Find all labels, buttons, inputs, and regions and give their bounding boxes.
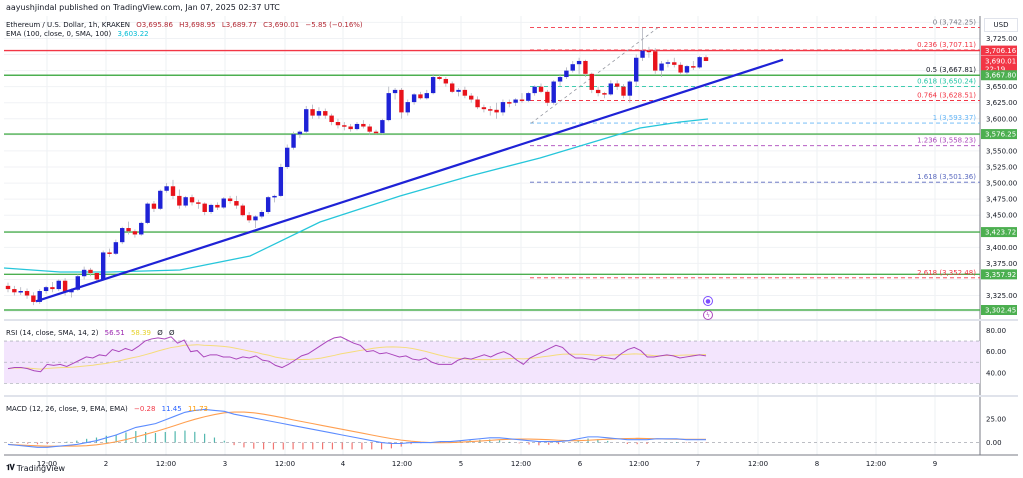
svg-text:6: 6 — [578, 460, 583, 468]
horizontal-levels — [4, 49, 980, 311]
svg-text:3,423.72: 3,423.72 — [985, 229, 1016, 237]
svg-text:12:00: 12:00 — [156, 460, 176, 468]
svg-text:3,525.00: 3,525.00 — [986, 164, 1017, 172]
svg-text:3,550.00: 3,550.00 — [986, 147, 1017, 155]
rsi-label: RSI (14, close, SMA, 14, 2) — [6, 329, 99, 337]
svg-text:3,725.00: 3,725.00 — [986, 35, 1017, 43]
svg-text:0 (3,742.25): 0 (3,742.25) — [933, 18, 977, 26]
svg-text:3,690.01: 3,690.01 — [985, 57, 1016, 65]
svg-text:1.236 (3,558.23): 1.236 (3,558.23) — [917, 137, 976, 145]
svg-text:3,600.00: 3,600.00 — [986, 115, 1017, 123]
tradingview-mark-icon: 𝟏𝐕 — [6, 463, 15, 472]
svg-text:7: 7 — [696, 460, 700, 468]
svg-text:2.618 (3,352.48): 2.618 (3,352.48) — [917, 269, 976, 277]
svg-text:3,500.00: 3,500.00 — [986, 180, 1017, 188]
grid-lines — [4, 16, 1018, 456]
rsi-band — [4, 340, 980, 384]
published-byline: aayushjindal published on TradingView.co… — [6, 3, 280, 12]
svg-text:0.764 (3,628.51): 0.764 (3,628.51) — [917, 91, 976, 99]
currency-button[interactable]: USD — [984, 18, 1018, 32]
ohlc-open: O3,695.86 — [136, 21, 173, 29]
ema-value: 3,603.22 — [117, 30, 149, 38]
svg-text:0.00: 0.00 — [986, 439, 1002, 447]
ema-legend: EMA (100, close, 0, SMA, 100) 3,603.22 — [6, 30, 153, 38]
svg-text:3,357.92: 3,357.92 — [985, 271, 1016, 279]
svg-text:9: 9 — [933, 460, 937, 468]
svg-text:22:19: 22:19 — [985, 65, 1005, 73]
rsi-extra-2: Ø — [168, 329, 175, 337]
fibonacci-retracement[interactable]: 0 (3,742.25) 0.236 (3,707.11) 0.5 (3,667.8… — [530, 18, 980, 279]
svg-text:12:00: 12:00 — [275, 460, 295, 468]
svg-text:3,302.45: 3,302.45 — [985, 307, 1016, 315]
svg-text:12:00: 12:00 — [37, 460, 57, 468]
axes: 3,725.00 3,650.00 3,625.00 3,600.00 3,550.00… — [37, 35, 1017, 468]
svg-text:1.618 (3,501.36): 1.618 (3,501.36) — [917, 173, 976, 181]
macd-signal-value: 11.73 — [187, 405, 208, 413]
ema-line — [3, 118, 709, 273]
svg-text:3,625.00: 3,625.00 — [986, 99, 1017, 107]
svg-text:2: 2 — [104, 460, 108, 468]
rsi-ma-value: 58.39 — [130, 329, 151, 337]
macd-legend: MACD (12, 26, close, 9, EMA, EMA) −0.28 … — [6, 405, 212, 413]
svg-text:3,475.00: 3,475.00 — [986, 196, 1017, 204]
ohlc-close: C3,690.01 — [263, 21, 300, 29]
candlesticks — [5, 27, 709, 306]
svg-text:3: 3 — [223, 460, 227, 468]
macd-label: MACD (12, 26, close, 9, EMA, EMA) — [6, 405, 128, 413]
svg-text:80.00: 80.00 — [986, 327, 1006, 335]
tradingview-logo[interactable]: 𝟏𝐕 TradingView — [6, 463, 65, 473]
symbol-title: Ethereum / U.S. Dollar, 1h, KRAKEN — [6, 21, 130, 29]
svg-text:3,450.00: 3,450.00 — [986, 212, 1017, 220]
svg-text:3,400.00: 3,400.00 — [986, 244, 1017, 252]
rsi-value: 56.51 — [104, 329, 125, 337]
svg-text:12:00: 12:00 — [748, 460, 768, 468]
svg-text:40.00: 40.00 — [986, 369, 1006, 377]
rsi-legend: RSI (14, close, SMA, 14, 2) 56.51 58.39 … — [6, 329, 179, 337]
svg-text:0.618 (3,650.24): 0.618 (3,650.24) — [917, 78, 976, 86]
ema-label: EMA (100, close, 0, SMA, 100) — [6, 30, 112, 38]
tradingview-wordmark: TradingView — [16, 463, 66, 473]
event-marker-icon[interactable]: ● — [703, 296, 713, 306]
svg-text:3,576.25: 3,576.25 — [985, 131, 1016, 139]
svg-text:8: 8 — [815, 460, 819, 468]
svg-text:60.00: 60.00 — [986, 348, 1006, 356]
ohlc-high: H3,698.95 — [179, 21, 216, 29]
macd-hist-value: −0.28 — [133, 405, 156, 413]
rsi-pane — [7, 336, 707, 373]
macd-pane — [4, 408, 980, 450]
svg-text:25.00: 25.00 — [986, 415, 1006, 423]
trendline[interactable] — [35, 58, 784, 303]
macd-value: 11.45 — [161, 405, 182, 413]
svg-text:3,325.00: 3,325.00 — [986, 292, 1017, 300]
svg-text:3,667.80: 3,667.80 — [985, 72, 1016, 80]
svg-text:0.5 (3,667.81): 0.5 (3,667.81) — [926, 66, 976, 74]
ohlc-low: L3,689.77 — [221, 21, 257, 29]
symbol-legend: Ethereum / U.S. Dollar, 1h, KRAKEN O3,69… — [6, 21, 367, 29]
svg-text:12:00: 12:00 — [392, 460, 412, 468]
svg-text:3,650.00: 3,650.00 — [986, 83, 1017, 91]
svg-text:12:00: 12:00 — [629, 460, 649, 468]
svg-text:4: 4 — [341, 460, 346, 468]
svg-text:3,375.00: 3,375.00 — [986, 260, 1017, 268]
rsi-extra-1: Ø — [157, 329, 163, 337]
svg-text:3,706.16: 3,706.16 — [985, 47, 1017, 55]
svg-text:12:00: 12:00 — [511, 460, 531, 468]
dividend-lightning-icon[interactable]: ϟ — [703, 310, 713, 320]
svg-text:5: 5 — [459, 460, 463, 468]
svg-text:0.236 (3,707.11): 0.236 (3,707.11) — [917, 41, 976, 49]
svg-text:1 (3,593.37): 1 (3,593.37) — [933, 114, 977, 122]
svg-text:12:00: 12:00 — [866, 460, 886, 468]
ohlc-change: −5.85 (−0.16%) — [305, 21, 363, 29]
